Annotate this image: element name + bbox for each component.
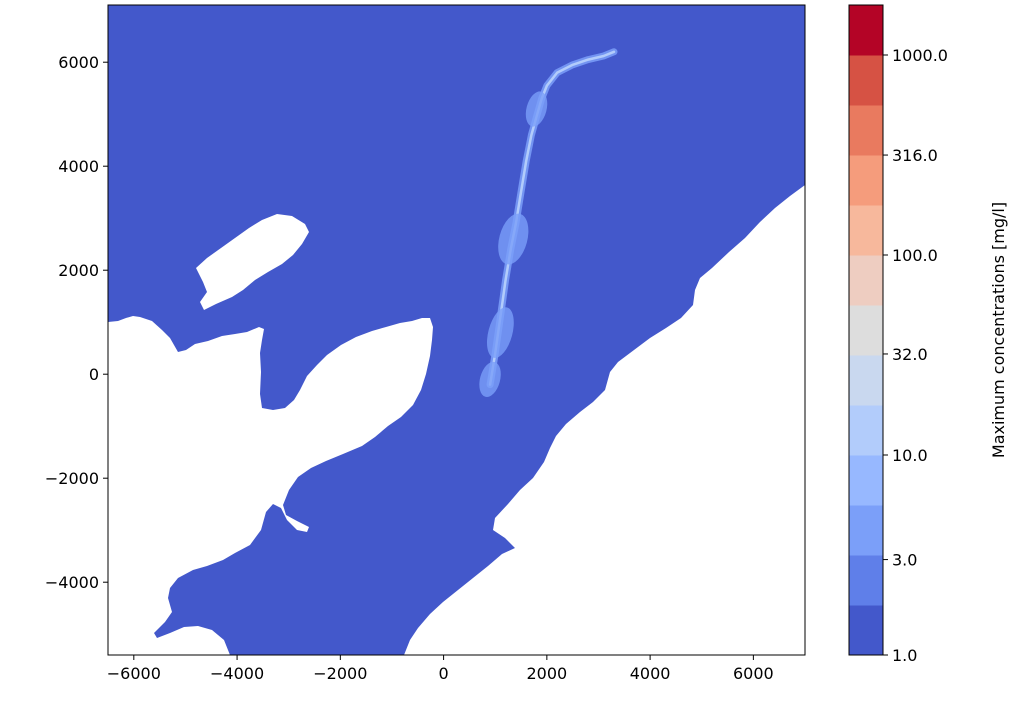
colorbar-segment xyxy=(849,455,883,506)
y-tick-label: 2000 xyxy=(58,261,99,280)
colorbar-segment xyxy=(849,605,883,656)
y-tick-label: 0 xyxy=(89,365,99,384)
colorbar-segment xyxy=(849,555,883,606)
x-tick-label: −2000 xyxy=(313,664,367,683)
colorbar-tick-label: 100.0 xyxy=(892,246,938,265)
colorbar-segment xyxy=(849,155,883,206)
land-south-east xyxy=(404,185,805,655)
x-tick-label: 6000 xyxy=(733,664,774,683)
pollution-plume xyxy=(479,48,618,397)
colorbar-segment xyxy=(849,355,883,406)
colorbar-segment xyxy=(849,405,883,456)
colorbar-tick-label: 32.0 xyxy=(892,345,928,364)
colorbar-segment xyxy=(849,205,883,256)
plume-patch xyxy=(525,91,548,127)
x-axis: −6000 −4000 −2000 0 2000 4000 6000 xyxy=(107,655,774,683)
colorbar-tick-label: 1.0 xyxy=(892,646,917,665)
x-tick-label: 0 xyxy=(438,664,448,683)
y-tick-label: −2000 xyxy=(45,469,99,488)
y-axis: −4000 −2000 0 2000 4000 6000 xyxy=(45,53,108,592)
x-tick-label: −6000 xyxy=(107,664,161,683)
x-tick-label: 4000 xyxy=(630,664,671,683)
plot-area xyxy=(108,5,805,655)
plume-patch xyxy=(498,213,529,265)
colorbar-segment xyxy=(849,255,883,306)
colorbar-segment xyxy=(849,105,883,156)
colorbar-tick-label: 10.0 xyxy=(892,446,928,465)
colorbar-label: Maximum concentrations [mg/l] xyxy=(989,202,1008,458)
x-tick-label: 2000 xyxy=(526,664,567,683)
land-regions xyxy=(108,185,805,655)
x-tick-label: −4000 xyxy=(210,664,264,683)
colorbar-tick-label: 316.0 xyxy=(892,146,938,165)
y-tick-label: −4000 xyxy=(45,573,99,592)
colorbar-segment xyxy=(849,5,883,56)
colorbar: 1.0 3.0 10.0 32.0 100.0 316.0 1000.0 xyxy=(848,4,948,665)
y-tick-label: 4000 xyxy=(58,157,99,176)
plot-frame xyxy=(107,4,806,656)
land-south-west xyxy=(108,316,433,655)
y-tick-label: 6000 xyxy=(58,53,99,72)
colorbar-frame xyxy=(848,4,884,656)
plume-patch xyxy=(479,361,501,397)
colorbar-segment xyxy=(849,55,883,106)
colorbar-segment xyxy=(849,305,883,356)
land-island xyxy=(196,214,309,310)
colorbar-segment xyxy=(849,505,883,556)
colorbar-tick-label: 1000.0 xyxy=(892,46,948,65)
plume-core xyxy=(488,50,616,386)
colorbar-tick-label: 3.0 xyxy=(892,551,917,570)
plume-patch xyxy=(486,307,514,358)
